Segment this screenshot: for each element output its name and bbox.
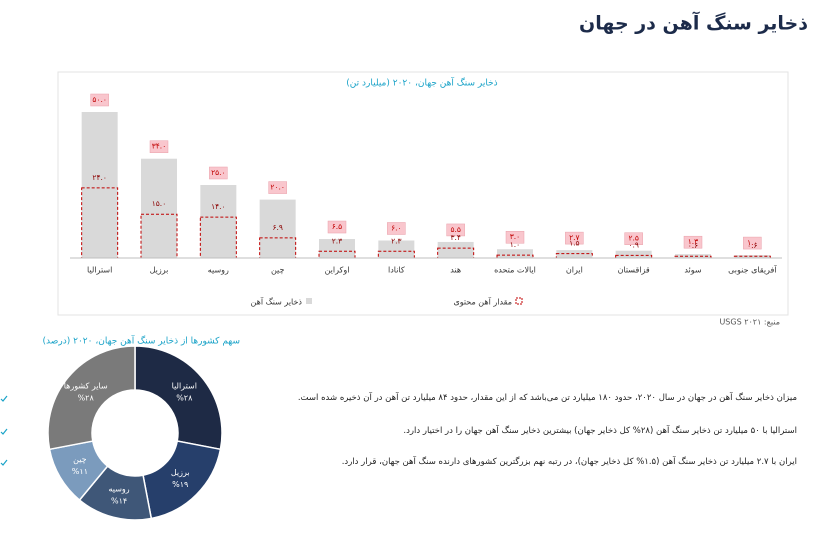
value-label: ۲۰.۰: [270, 183, 284, 192]
value-label: ۲.۳: [391, 236, 401, 245]
value-label: ۲.۷: [569, 233, 579, 242]
value-label: ۱.۳: [688, 237, 698, 246]
value-label: ۱.۵: [569, 239, 579, 248]
value-label: ۳.۴: [450, 233, 460, 242]
bar: [319, 239, 355, 258]
label-box: [446, 223, 465, 237]
x-tick-label: ایران: [566, 266, 583, 275]
chart-frame: [57, 71, 789, 316]
value-label: ۲۵.۰: [211, 168, 225, 177]
bar: [615, 250, 652, 258]
slice-value: %۲۸: [78, 394, 95, 403]
value-label: ۲.۵: [628, 234, 638, 243]
bar: [200, 185, 237, 258]
value-label: ۰.۹: [628, 240, 638, 249]
x-tick-label: استرالیا: [87, 266, 112, 275]
donut-title: سهم کشورها از ذخایر سنگ آهن جهان، ۲۰۲۰ (…: [43, 335, 240, 347]
x-tick-label: آفریقای جنوبی: [728, 265, 777, 275]
bar: [141, 158, 177, 258]
bar: [259, 237, 297, 259]
slice-value: %۱۴: [111, 496, 127, 505]
x-tick-label: ایالات متحده: [494, 266, 536, 275]
value-label: ۲.۳: [332, 236, 342, 245]
label-box: [387, 222, 406, 235]
bar: [199, 216, 237, 259]
label-box: [683, 235, 703, 249]
value-label: ۶.۰: [391, 223, 401, 232]
x-tick-label: کانادا: [388, 266, 405, 275]
label-box: [268, 181, 287, 194]
value-label: ۳.۰: [510, 232, 520, 241]
bullet-icon: [0, 459, 8, 466]
donut-slice: [47, 345, 136, 451]
label-box: [209, 166, 228, 180]
x-tick-label: چین: [271, 266, 285, 275]
value-label: ۱۴.۰: [211, 202, 225, 211]
x-tick-label: اوکراین: [325, 266, 350, 275]
value-label: ۳۴.۰: [152, 142, 166, 151]
bar: [378, 240, 415, 258]
slice-label: برزیل: [171, 468, 190, 477]
bullet-icon: [0, 428, 8, 435]
value-label: ۶.۹: [272, 223, 282, 232]
slice-label: سایر کشورها: [64, 382, 108, 391]
label-box: [327, 220, 347, 234]
chart-title: ذخایر سنگ آهن جهان، ۲۰۲۰ (میلیارد تن): [346, 77, 497, 89]
slice-label: استرالیا: [172, 382, 197, 391]
value-label: ۰.۶: [688, 241, 698, 250]
donut-slice: [134, 345, 223, 451]
bar: [81, 112, 118, 258]
x-tick-label: روسیه: [208, 266, 229, 275]
x-tick-label: برزیل: [150, 266, 169, 275]
bar: [437, 241, 474, 258]
slice-value: %۱۹: [172, 480, 188, 489]
value-label: ۲۴.۰: [92, 173, 106, 182]
label-box: [624, 232, 643, 245]
value-label: ۵۰.۰: [92, 95, 106, 104]
note: استرالیا با ۵۰ میلیارد تن ذخایر سنگ آهن …: [403, 426, 797, 436]
note: ایران با ۲.۷ میلیارد تن ذخایر سنگ آهن (۱…: [341, 457, 797, 467]
legend-label: مقدار آهن محتوی: [454, 297, 513, 307]
label-box: [565, 231, 584, 245]
legend-swatch: [306, 298, 312, 304]
slice-value: %۲۸: [176, 394, 193, 403]
legend-swatch: [515, 297, 523, 305]
label-box: [149, 140, 169, 153]
label-box: [505, 230, 525, 244]
legend-label: ذخایر سنگ آهن: [251, 297, 303, 307]
bar: [437, 247, 475, 259]
slice-value: %۱۱: [72, 467, 88, 476]
x-tick-label: سوئد: [684, 266, 702, 275]
value-label: ۱.۰: [510, 240, 520, 249]
source: منبع: USGS ۲۰۲۱: [719, 318, 780, 327]
bar: [259, 199, 296, 258]
value-label: ۵.۵: [450, 225, 460, 234]
bullet-icon: [0, 395, 8, 402]
value-label: ۶.۵: [332, 222, 342, 231]
bar: [497, 249, 533, 258]
value-label: ۱.۰: [747, 238, 757, 247]
bar: [81, 187, 119, 259]
bar: [555, 253, 593, 259]
slice-label: روسیه: [109, 484, 130, 493]
value-label: ۰.۶: [747, 241, 757, 250]
value-label: ۱۵.۰: [152, 199, 166, 208]
x-tick-label: قزاقستان: [618, 266, 650, 275]
note: میزان ذخایر سنگ آهن در جهان در سال ۲۰۲۰،…: [297, 393, 797, 403]
label-box: [90, 93, 109, 107]
slice-label: چین: [73, 455, 87, 464]
page-title: ذخایر سنگ آهن در جهان: [579, 11, 808, 35]
label-box: [743, 236, 762, 250]
x-tick-label: هند: [450, 266, 461, 275]
